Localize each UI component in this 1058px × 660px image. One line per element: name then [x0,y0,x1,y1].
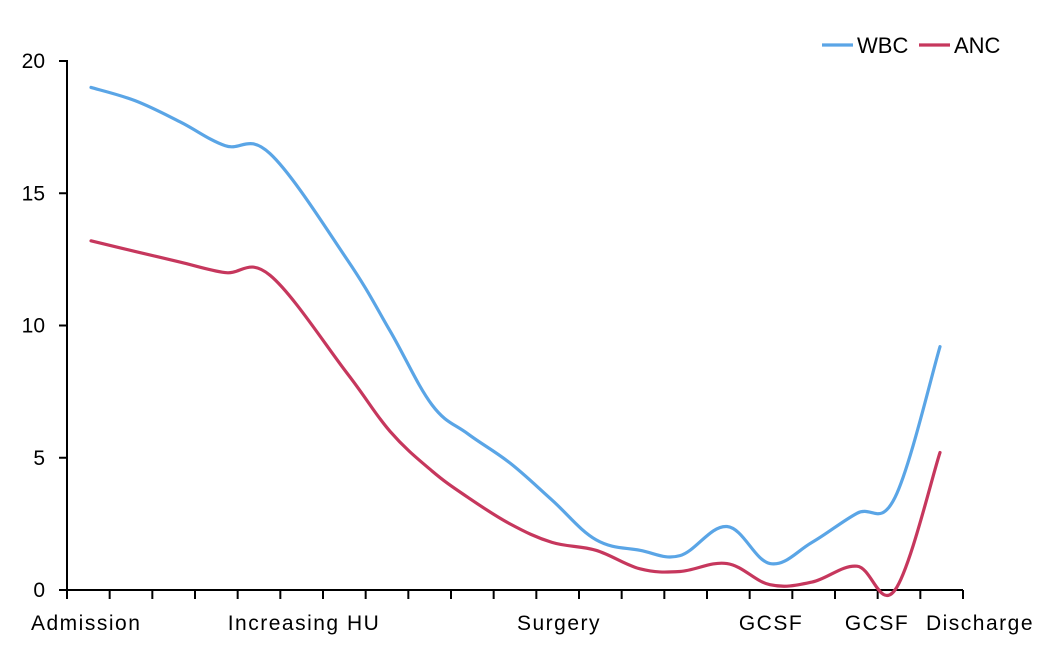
y-tick-label: 10 [22,315,45,338]
series-line-wbc [89,85,942,566]
x-axis-ticks: Admission Increasing HU Surgery GCSF GCSF Dis… [31,590,1034,635]
legend-label-anc: ANC [954,33,1001,58]
y-tick-label: 0 [33,579,45,602]
y-tick-label: 15 [22,182,45,205]
x-tick-label: Increasing HU [228,612,381,635]
x-tick-label: Admission [31,612,141,635]
y-tick-label: 20 [22,50,45,73]
legend: WBC ANC [822,33,1001,58]
x-tick-label: Surgery [517,612,601,635]
x-tick-label: Discharge [926,612,1034,635]
x-tick-label: GCSF [845,612,909,635]
y-axis-ticks: 0 5 10 15 20 [22,50,67,602]
axes [66,60,963,591]
series-lines [89,85,942,598]
legend-label-wbc: WBC [857,33,908,58]
y-tick-label: 5 [33,447,45,470]
series-line-anc [89,239,942,598]
x-tick-label: GCSF [739,612,803,635]
